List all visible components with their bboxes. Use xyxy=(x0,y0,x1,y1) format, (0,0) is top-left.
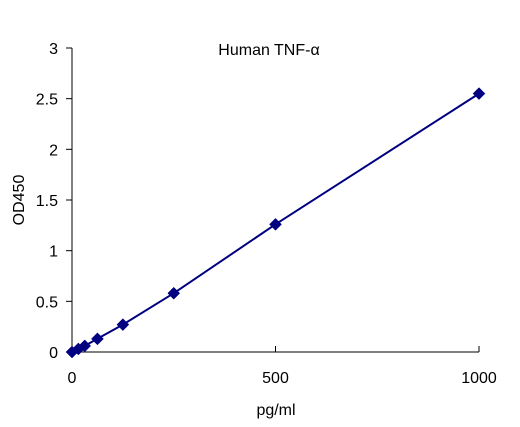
ticks-layer: 0 0.5 1 1.5 2 2.5 3 0 500 1000 xyxy=(36,41,497,387)
axes-layer xyxy=(71,48,479,353)
y-tick-label: 2 xyxy=(49,142,58,159)
data-point-marker xyxy=(472,87,486,100)
y-axis-title: OD450 xyxy=(11,175,28,226)
y-tick-label: 0 xyxy=(49,345,58,362)
x-tick-label: 1000 xyxy=(461,370,497,387)
chart-title: Human TNF-α xyxy=(218,42,319,59)
y-tick-label: 0.5 xyxy=(36,294,58,311)
x-tick-label: 0 xyxy=(68,370,77,387)
data-point-marker xyxy=(269,217,282,231)
data-point-marker xyxy=(78,339,92,353)
data-point-marker xyxy=(91,332,104,346)
y-tick-label: 1.5 xyxy=(36,193,58,210)
series-layer xyxy=(65,87,486,359)
y-tick-label: 1 xyxy=(49,244,58,261)
data-point-marker xyxy=(167,286,181,300)
y-tick-label: 2.5 xyxy=(36,92,58,109)
x-axis-title: pg/ml xyxy=(256,402,295,419)
data-point-marker xyxy=(116,318,130,331)
x-tick-label: 500 xyxy=(262,370,289,387)
y-tick-label: 3 xyxy=(49,41,58,58)
